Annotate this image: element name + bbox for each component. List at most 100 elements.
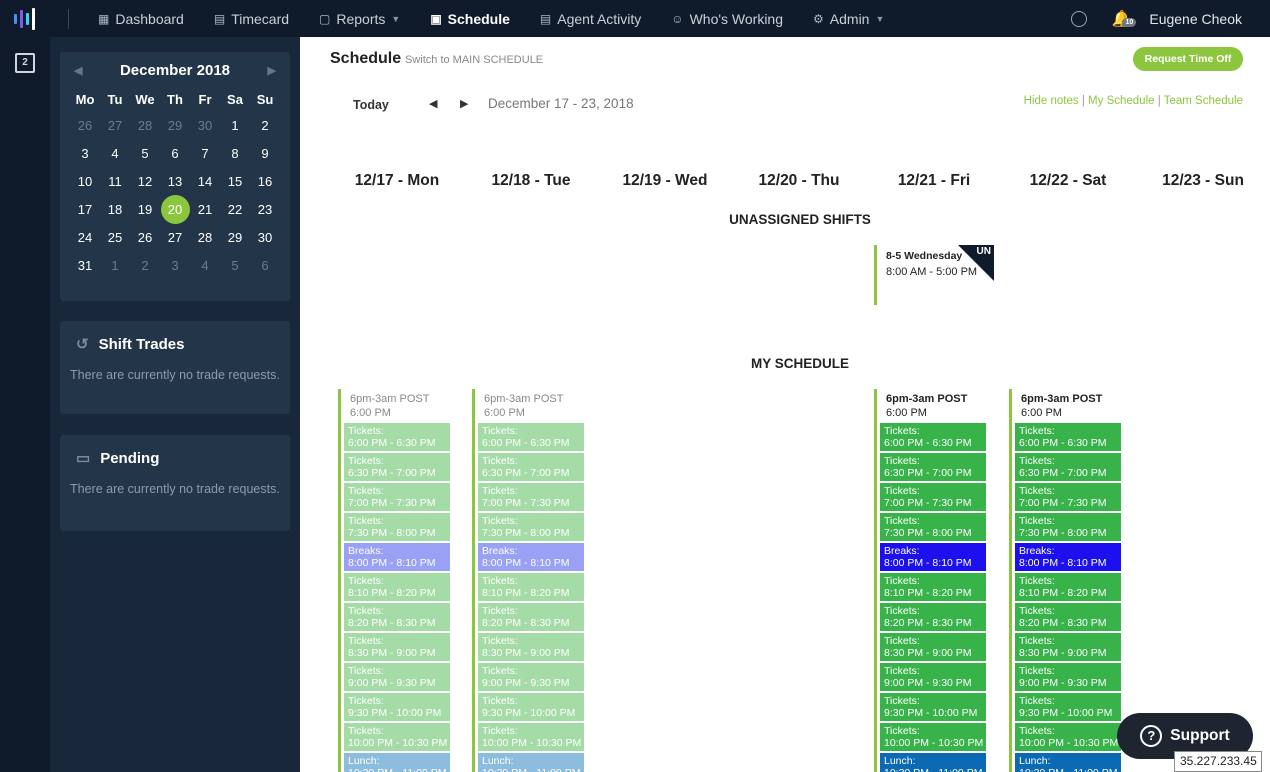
my-schedule-link[interactable]: My Schedule [1088,95,1155,107]
calendar-day[interactable]: 27 [167,230,183,245]
shift-card[interactable]: 6pm-3am POST 6:00 PM Tickets: 6:00 PM - 6:3… [472,389,584,772]
breaks-block[interactable]: Breaks: 8:00 PM - 8:10 PM [880,543,986,571]
nav-admin[interactable]: ⚙ Admin ▼ [798,0,899,37]
tickets-block[interactable]: Tickets: 10:00 PM - 10:30 PM [1015,723,1121,751]
nav-who-s-working[interactable]: ☺ Who's Working [656,0,798,37]
calendar-day[interactable]: 19 [137,202,153,217]
calendar-day[interactable]: 5 [141,146,149,161]
team-schedule-link[interactable]: Team Schedule [1163,95,1243,107]
tickets-block[interactable]: Tickets: 8:10 PM - 8:20 PM [478,573,584,601]
calendar-day[interactable]: 26 [137,230,153,245]
tickets-block[interactable]: Tickets: 6:30 PM - 7:00 PM [1015,453,1121,481]
calendar-day[interactable]: 14 [197,174,213,189]
lunch-block[interactable]: Lunch:10:30 PM - 11:00 PM [344,753,450,772]
request-time-off-button[interactable]: Request Time Off [1133,47,1243,71]
tickets-block[interactable]: Tickets: 8:20 PM - 8:30 PM [344,603,450,631]
hide-notes-link[interactable]: Hide notes [1023,95,1079,107]
calendar-day[interactable]: 28 [137,118,153,133]
nav-schedule[interactable]: ▣ Schedule [415,0,525,37]
tickets-block[interactable]: Tickets: 7:00 PM - 7:30 PM [880,483,986,511]
shift-card[interactable]: 6pm-3am POST 6:00 PM Tickets: 6:00 PM - 6:3… [338,389,450,772]
prev-month-chevron-icon[interactable]: ◀ [74,64,83,77]
tickets-block[interactable]: Tickets: 6:30 PM - 7:00 PM [478,453,584,481]
tickets-block[interactable]: Tickets: 8:30 PM - 9:00 PM [880,633,986,661]
tickets-block[interactable]: Tickets: 8:30 PM - 9:00 PM [344,633,450,661]
calendar-day[interactable]: 29 [227,230,243,245]
calendar-day[interactable]: 4 [201,258,209,273]
calendar-day[interactable]: 1 [231,118,239,133]
calendar-day[interactable]: 6 [261,258,269,273]
nav-timecard[interactable]: ▤ Timecard [199,0,304,37]
calendar-day[interactable]: 6 [171,146,179,161]
shift-card[interactable]: 6pm-3am POST 6:00 PM Tickets: 6:00 PM - 6:3… [1009,389,1121,772]
app-logo[interactable] [0,0,48,37]
notifications-bell-icon[interactable]: 🔔 10 [1111,9,1137,29]
tickets-block[interactable]: Tickets: 8:20 PM - 8:30 PM [478,603,584,631]
tickets-block[interactable]: Tickets: 7:30 PM - 8:00 PM [1015,513,1121,541]
calendar-day[interactable]: 7 [201,146,209,161]
tickets-block[interactable]: Tickets: 9:00 PM - 9:30 PM [1015,663,1121,691]
tickets-block[interactable]: Tickets: 8:10 PM - 8:20 PM [344,573,450,601]
tickets-block[interactable]: Tickets: 8:20 PM - 8:30 PM [1015,603,1121,631]
tickets-block[interactable]: Tickets: 7:30 PM - 8:00 PM [880,513,986,541]
nav-agent-activity[interactable]: ▤ Agent Activity [525,0,656,37]
calendar-day[interactable]: 5 [231,258,239,273]
calendar-day[interactable]: 13 [167,174,183,189]
tickets-block[interactable]: Tickets: 7:30 PM - 8:00 PM [344,513,450,541]
nav-reports[interactable]: ▢ Reports ▼ [304,0,415,37]
calendar-day[interactable]: 2 [141,258,149,273]
calendar-day[interactable]: 20 [160,195,190,224]
calendar-day[interactable]: 9 [261,146,269,161]
switch-schedule-link[interactable]: Switch to MAIN SCHEDULE [405,54,544,66]
calendar-day[interactable]: 2 [261,118,269,133]
unassigned-shift-card[interactable]: UN 8-5 Wednesday 8:00 AM - 5:00 PM [874,245,994,305]
calendar-day[interactable]: 15 [227,174,243,189]
next-week-arrow-icon[interactable]: ▶ [460,98,469,110]
calendar-day[interactable]: 3 [171,258,179,273]
globe-icon[interactable] [1071,10,1088,27]
tickets-block[interactable]: Tickets: 9:00 PM - 9:30 PM [344,663,450,691]
tickets-block[interactable]: Tickets: 6:30 PM - 7:00 PM [344,453,450,481]
calendar-day[interactable]: 22 [227,202,243,217]
tickets-block[interactable]: Tickets: 7:30 PM - 8:00 PM [478,513,584,541]
tickets-block[interactable]: Tickets: 7:00 PM - 7:30 PM [1015,483,1121,511]
tickets-block[interactable]: Tickets: 6:00 PM - 6:30 PM [880,423,986,451]
calendar-day[interactable]: 31 [77,258,93,273]
calendar-icon[interactable]: 2 [15,53,35,73]
tickets-block[interactable]: Tickets: 8:20 PM - 8:30 PM [880,603,986,631]
today-button[interactable]: Today [353,98,389,112]
calendar-day[interactable]: 3 [81,146,89,161]
tickets-block[interactable]: Tickets: 6:00 PM - 6:30 PM [344,423,450,451]
calendar-day[interactable]: 10 [77,174,93,189]
shift-card[interactable]: 6pm-3am POST 6:00 PM Tickets: 6:00 PM - 6:3… [874,389,986,772]
calendar-day[interactable]: 24 [77,230,93,245]
prev-week-arrow-icon[interactable]: ◀ [429,98,438,110]
tickets-block[interactable]: Tickets: 9:30 PM - 10:00 PM [344,693,450,721]
calendar-day[interactable]: 17 [77,202,93,217]
user-name-menu[interactable]: Eugene Cheok [1149,10,1242,27]
calendar-day[interactable]: 28 [197,230,213,245]
calendar-day[interactable]: 30 [197,118,213,133]
lunch-block[interactable]: Lunch:10:30 PM - 11:00 PM [1015,753,1121,772]
calendar-day[interactable]: 21 [197,202,213,217]
tickets-block[interactable]: Tickets: 8:30 PM - 9:00 PM [1015,633,1121,661]
calendar-day[interactable]: 23 [257,202,273,217]
lunch-block[interactable]: Lunch:10:30 PM - 11:00 PM [478,753,584,772]
breaks-block[interactable]: Breaks: 8:00 PM - 8:10 PM [478,543,584,571]
tickets-block[interactable]: Tickets: 9:00 PM - 9:30 PM [880,663,986,691]
breaks-block[interactable]: Breaks: 8:00 PM - 8:10 PM [1015,543,1121,571]
tickets-block[interactable]: Tickets: 8:10 PM - 8:20 PM [1015,573,1121,601]
tickets-block[interactable]: Tickets: 10:00 PM - 10:30 PM [478,723,584,751]
tickets-block[interactable]: Tickets: 8:30 PM - 9:00 PM [478,633,584,661]
tickets-block[interactable]: Tickets: 10:00 PM - 10:30 PM [344,723,450,751]
next-month-chevron-icon[interactable]: ▶ [267,64,276,77]
calendar-day[interactable]: 12 [137,174,153,189]
tickets-block[interactable]: Tickets: 6:00 PM - 6:30 PM [478,423,584,451]
tickets-block[interactable]: Tickets: 10:00 PM - 10:30 PM [880,723,986,751]
tickets-block[interactable]: Tickets: 6:30 PM - 7:00 PM [880,453,986,481]
lunch-block[interactable]: Lunch:10:30 PM - 11:00 PM [880,753,986,772]
tickets-block[interactable]: Tickets: 7:00 PM - 7:30 PM [478,483,584,511]
calendar-day[interactable]: 16 [257,174,273,189]
calendar-day[interactable]: 29 [167,118,183,133]
calendar-day[interactable]: 27 [107,118,123,133]
